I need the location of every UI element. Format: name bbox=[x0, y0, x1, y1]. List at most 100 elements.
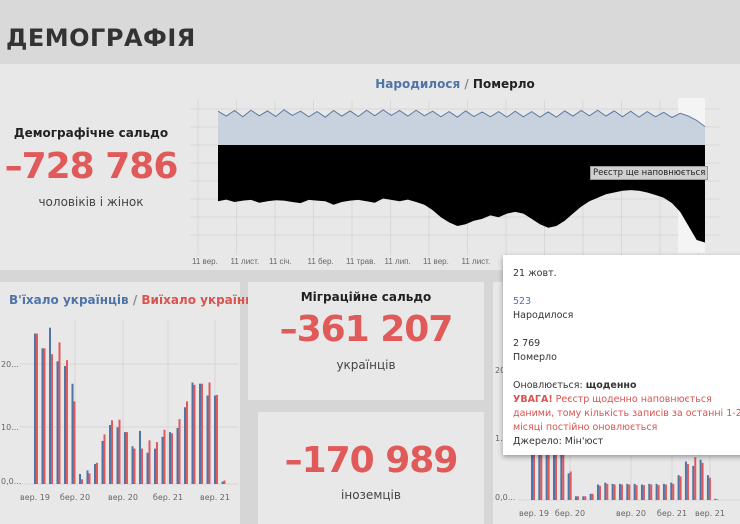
tooltip-warning: УВАГА! Реєстр щоденно наповнюється даним… bbox=[513, 393, 740, 435]
x-tick-label: бер. 20 bbox=[555, 509, 585, 518]
bar-left bbox=[613, 484, 616, 500]
x-tick-label: вер. 19 bbox=[20, 493, 50, 502]
bar-left bbox=[694, 457, 697, 500]
bar-left bbox=[620, 484, 623, 500]
bar-left bbox=[178, 419, 181, 484]
deaths-area bbox=[218, 145, 705, 243]
bar-left bbox=[66, 360, 68, 484]
x-tick-label: вер. 20 bbox=[616, 509, 646, 518]
bar-entered bbox=[169, 432, 171, 484]
x-tick-label: вер. 20 bbox=[108, 493, 138, 502]
x-tick-label: 11 лист. bbox=[230, 257, 260, 266]
bar-entered bbox=[560, 413, 563, 500]
ukrainians-migration-chart[interactable]: 20... 10... 0,0... вер. 19 бер. 20 вер. 20 бер… bbox=[0, 300, 240, 524]
bar-entered bbox=[589, 493, 592, 500]
bar-entered bbox=[221, 481, 224, 484]
bar-left bbox=[36, 333, 38, 484]
bar-entered bbox=[124, 432, 126, 484]
bar-left bbox=[628, 484, 631, 500]
bar-entered bbox=[604, 482, 607, 500]
bar-left bbox=[716, 499, 719, 500]
balance-value: –728 786 bbox=[4, 146, 179, 187]
bar-entered bbox=[56, 361, 59, 484]
bar-entered bbox=[79, 473, 81, 484]
bar-entered bbox=[41, 348, 44, 484]
births-area bbox=[218, 109, 705, 145]
bar-left bbox=[650, 484, 653, 500]
bar-entered bbox=[699, 459, 702, 500]
balance-label: Демографічне сальдо bbox=[13, 126, 169, 140]
foreigners-balance-panel bbox=[258, 412, 484, 524]
legend-deaths[interactable]: Померло bbox=[472, 77, 535, 91]
bar-left bbox=[562, 413, 565, 500]
bar-left bbox=[686, 464, 689, 500]
update-value: щоденно bbox=[585, 380, 637, 391]
bar-left bbox=[88, 473, 91, 484]
update-label: Оновлюється: bbox=[513, 380, 586, 391]
bar-entered bbox=[662, 483, 665, 500]
header-bar bbox=[0, 0, 740, 64]
x-tick-label: 11 вер. bbox=[192, 257, 218, 266]
bar-left bbox=[51, 354, 53, 484]
x-tick-label: 11 лист. bbox=[461, 257, 491, 266]
bar-entered bbox=[538, 413, 541, 500]
y-tick-label: 10... bbox=[1, 423, 19, 432]
legend-births[interactable]: Народилося bbox=[375, 77, 461, 91]
x-tick-label: 11 лип. bbox=[384, 257, 411, 266]
bar-left bbox=[606, 483, 609, 500]
bar-left bbox=[598, 485, 601, 500]
x-tick-label: вер. 21 bbox=[200, 493, 230, 502]
bar-left bbox=[201, 383, 203, 484]
bar-left bbox=[171, 433, 173, 484]
x-tick-label: бер. 21 bbox=[657, 509, 687, 518]
bar-entered bbox=[64, 366, 66, 484]
bar-left bbox=[58, 342, 61, 484]
births-deaths-chart-title: Народилося / Померло bbox=[300, 77, 610, 91]
tooltip-born-label: Народилося bbox=[513, 310, 574, 321]
bar-left bbox=[43, 348, 46, 484]
y-tick-label: 0,0... bbox=[1, 477, 21, 486]
bar-left bbox=[547, 413, 550, 500]
bar-entered bbox=[139, 430, 141, 484]
bar-entered bbox=[184, 407, 186, 484]
bar-entered bbox=[655, 483, 658, 500]
bar-entered bbox=[191, 382, 194, 484]
bar-entered bbox=[71, 383, 74, 484]
bar-entered bbox=[214, 395, 216, 484]
tooltip-update: Оновлюється: щоденно bbox=[513, 379, 738, 393]
bar-entered bbox=[86, 470, 89, 484]
bar-entered bbox=[611, 483, 614, 500]
bar-left bbox=[576, 496, 579, 500]
births-line bbox=[217, 109, 706, 128]
foreigners-migration-value: –170 989 bbox=[284, 440, 459, 481]
y-tick-label: 1... bbox=[495, 434, 508, 443]
bar-entered bbox=[94, 463, 96, 484]
bar-left bbox=[701, 462, 704, 500]
tooltip-date: 21 жовт. bbox=[513, 268, 557, 279]
bar-left bbox=[216, 394, 218, 484]
bar-entered bbox=[176, 427, 179, 484]
legend-entered[interactable]: В'їхало українців bbox=[9, 293, 129, 307]
x-tick-label: 11 бер. bbox=[307, 257, 334, 266]
tooltip-died-label: Померло bbox=[513, 352, 557, 363]
register-filling-annotation: Реєстр ще наповнюється bbox=[590, 166, 709, 180]
y-tick-label: 0,0... bbox=[495, 493, 515, 502]
bar-entered bbox=[618, 483, 621, 500]
bar-entered bbox=[131, 446, 134, 484]
bar-left bbox=[208, 382, 211, 484]
legend-left[interactable]: Виїхало українців bbox=[141, 293, 266, 307]
bar-entered bbox=[154, 448, 156, 484]
warning-text: Реєстр щоденно наповнюється даними, тому… bbox=[513, 394, 740, 433]
bar-left bbox=[186, 401, 188, 484]
bar-entered bbox=[648, 483, 651, 500]
bar-left bbox=[193, 384, 196, 484]
x-tick-label: 11 вер. bbox=[423, 257, 449, 266]
ukr-migration-unit: українців bbox=[336, 358, 396, 372]
bar-entered bbox=[582, 496, 585, 500]
bar-left bbox=[635, 485, 638, 500]
bar-entered bbox=[206, 395, 209, 484]
bar-entered bbox=[677, 475, 680, 500]
bar-entered bbox=[596, 484, 599, 500]
x-tick-label: бер. 21 bbox=[153, 493, 183, 502]
